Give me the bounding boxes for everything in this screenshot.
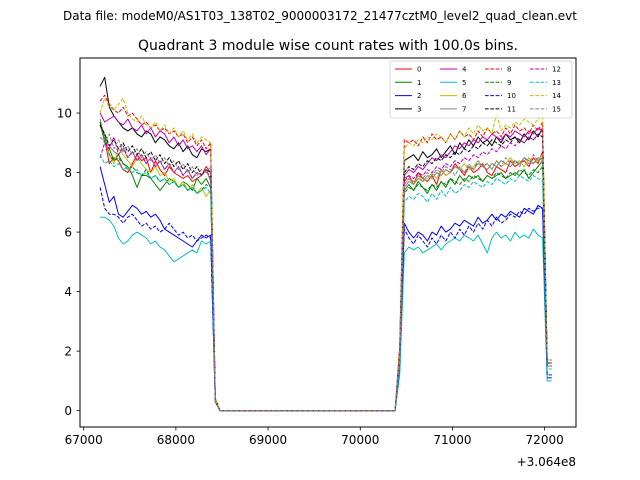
x-axis: 67000 68000 69000 70000 71000 72000 <box>65 427 564 447</box>
legend-label-10: 10 <box>507 92 516 100</box>
x-tick-label: 68000 <box>157 433 195 447</box>
legend-label-3: 3 <box>417 105 421 113</box>
x-offset-label: +3.064e8 <box>517 455 576 469</box>
legend-label-15: 15 <box>552 105 561 113</box>
y-tick-label: 10 <box>57 106 72 120</box>
legend-label-1: 1 <box>417 79 421 87</box>
chart-title: Quadrant 3 module wise count rates with … <box>138 38 518 54</box>
legend-label-8: 8 <box>507 66 511 74</box>
legend-label-5: 5 <box>462 79 466 87</box>
x-tick-label: 69000 <box>249 433 287 447</box>
legend-label-12: 12 <box>552 66 561 74</box>
x-tick-label: 70000 <box>341 433 379 447</box>
legend-label-9: 9 <box>507 79 511 87</box>
legend-label-14: 14 <box>552 92 561 100</box>
x-tick-label: 72000 <box>526 433 564 447</box>
y-tick-label: 0 <box>64 404 72 418</box>
y-tick-label: 6 <box>64 225 72 239</box>
plot-frame <box>79 57 577 428</box>
legend-label-2: 2 <box>417 92 421 100</box>
legend-label-11: 11 <box>507 105 516 113</box>
legend-label-7: 7 <box>462 105 466 113</box>
y-axis: 0 2 4 6 8 10 <box>57 106 80 418</box>
x-tick-label: 67000 <box>65 433 103 447</box>
legend-label-4: 4 <box>462 66 467 74</box>
legend-box <box>389 60 573 119</box>
suptitle: Data file: modeM0/AS1T03_138T02_90000031… <box>63 9 577 23</box>
legend-label-13: 13 <box>552 79 561 87</box>
x-tick-label: 71000 <box>433 433 471 447</box>
y-tick-label: 4 <box>64 285 72 299</box>
plot-lines <box>99 76 552 412</box>
y-tick-label: 8 <box>64 166 72 180</box>
legend-label-6: 6 <box>462 92 467 100</box>
series-line-15 <box>99 133 552 412</box>
y-tick-label: 2 <box>64 344 72 358</box>
legend-label-0: 0 <box>417 66 421 74</box>
